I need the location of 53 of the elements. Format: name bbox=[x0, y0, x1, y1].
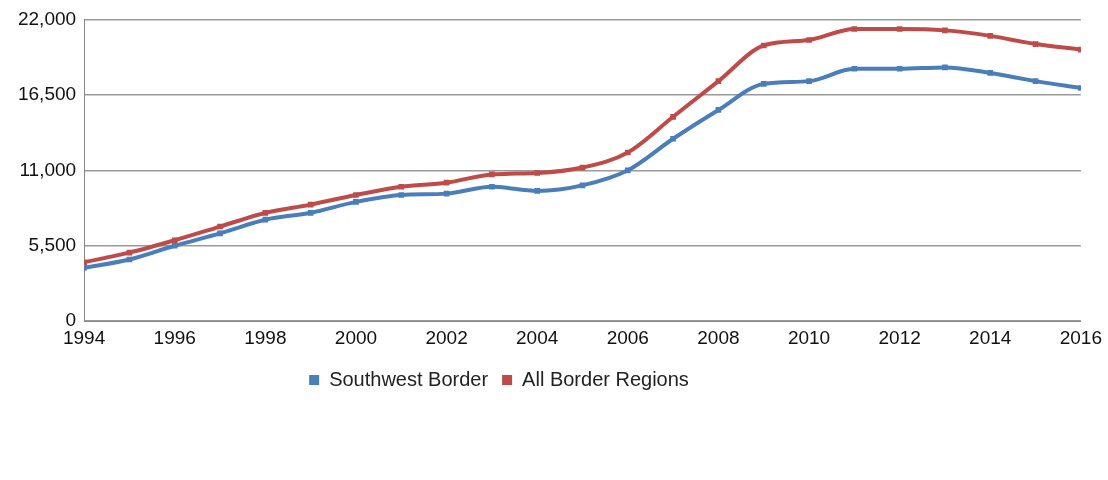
point bbox=[806, 37, 812, 43]
legend-label: All Border Regions bbox=[522, 367, 689, 390]
y-tick-label: 22,000 bbox=[17, 7, 77, 29]
x-tick-label: 2004 bbox=[516, 326, 559, 348]
point bbox=[624, 149, 631, 156]
point bbox=[987, 70, 994, 76]
point bbox=[715, 107, 722, 113]
point bbox=[942, 64, 948, 71]
point bbox=[398, 183, 405, 190]
x-tick-label: 2012 bbox=[878, 326, 921, 348]
point bbox=[896, 26, 903, 32]
x-tick-label: 1996 bbox=[153, 326, 196, 348]
point bbox=[534, 188, 541, 194]
x-tick-label: 1998 bbox=[244, 326, 287, 348]
point bbox=[171, 237, 178, 244]
x-tick-label: 2002 bbox=[425, 326, 468, 348]
point bbox=[262, 210, 269, 216]
point bbox=[670, 135, 676, 142]
x-tick-label: 2008 bbox=[697, 326, 740, 348]
x-tick-label: 2014 bbox=[969, 326, 1012, 348]
point bbox=[171, 242, 178, 249]
point bbox=[217, 230, 223, 237]
x-tick-label: 2006 bbox=[606, 326, 649, 348]
point bbox=[353, 192, 359, 198]
point bbox=[307, 210, 314, 216]
x-tick-label: 2016 bbox=[1059, 326, 1103, 348]
point bbox=[987, 33, 994, 39]
point bbox=[489, 183, 495, 190]
x-tick-label: 2000 bbox=[334, 326, 378, 348]
y-tick-label: 11,000 bbox=[19, 158, 77, 180]
legend-label: Southwest Border bbox=[329, 367, 489, 390]
point bbox=[760, 81, 767, 87]
point bbox=[942, 27, 948, 34]
point bbox=[806, 78, 812, 84]
point bbox=[896, 65, 903, 72]
point bbox=[851, 26, 858, 32]
point bbox=[760, 42, 767, 49]
point bbox=[670, 113, 676, 120]
point bbox=[489, 171, 495, 178]
point bbox=[217, 223, 223, 230]
y-tick-label: 16,500 bbox=[17, 83, 77, 105]
y-tick-label: 5,500 bbox=[28, 233, 77, 255]
point bbox=[715, 78, 722, 84]
point bbox=[262, 216, 269, 223]
x-tick-label: 2010 bbox=[787, 326, 831, 348]
point bbox=[353, 199, 359, 205]
point bbox=[1032, 78, 1039, 84]
point bbox=[534, 170, 541, 176]
point bbox=[624, 167, 631, 174]
line-series bbox=[84, 64, 1081, 271]
point bbox=[398, 192, 405, 198]
point bbox=[1032, 41, 1039, 47]
point bbox=[851, 65, 858, 72]
